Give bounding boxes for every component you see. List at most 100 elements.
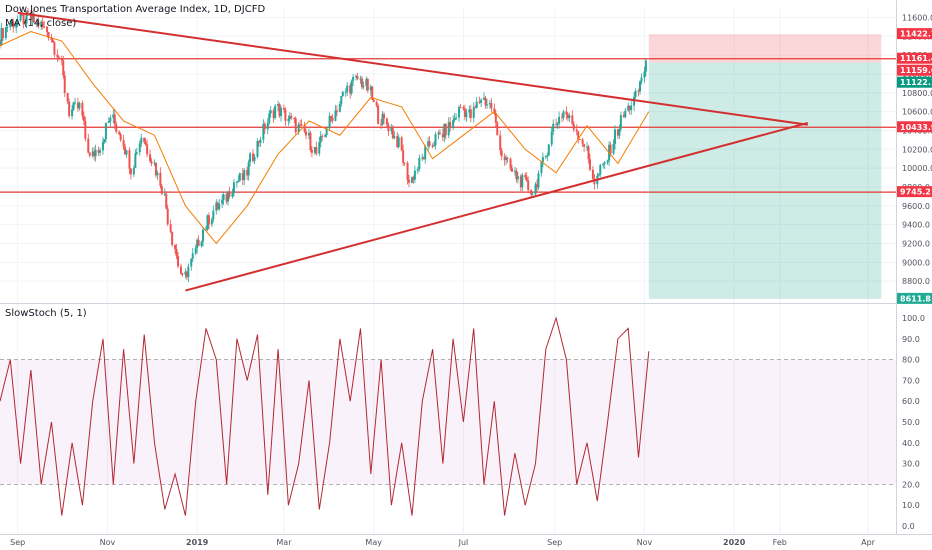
price-tag[interactable]: 8611.8 [897, 292, 932, 304]
candle-body [474, 107, 477, 109]
candle-body [496, 122, 499, 136]
price-tag[interactable]: 11422.7 [897, 28, 932, 40]
upper-trendline [17, 11, 808, 126]
candle-body [443, 123, 446, 138]
candle-body [119, 134, 122, 141]
candle-body [365, 79, 368, 86]
candle-body [35, 20, 38, 23]
price-tag[interactable]: 9745.2 [897, 186, 932, 198]
candle-body [109, 117, 112, 122]
time-tick-label: Sep [10, 538, 25, 547]
candle-body [612, 143, 615, 154]
candle-body [262, 123, 265, 140]
candle-body [478, 101, 481, 103]
candle-body [318, 142, 321, 154]
price-tags[interactable]: 11422.7 11161.4 11159.6 11122.1 10433.9 9745.… [897, 28, 932, 304]
candle-body [225, 194, 228, 202]
candle-body [603, 162, 606, 164]
candle-body [362, 85, 365, 88]
time-tick-label: Apr [861, 538, 876, 547]
candle-body [313, 147, 316, 153]
candle-body [174, 244, 177, 250]
candle-body [591, 169, 594, 179]
candle-body [293, 117, 296, 119]
stop-zone [648, 62, 882, 299]
candle-body [519, 176, 522, 188]
candle-body [556, 123, 559, 125]
candle-body [558, 116, 561, 124]
candle-body [606, 160, 609, 163]
candle-body [82, 115, 85, 122]
candle-body [207, 215, 210, 225]
candle-body [143, 137, 146, 142]
candle-body [232, 182, 235, 194]
stochastic-legend: SlowStoch (5, 1) [5, 308, 87, 319]
candle-body [253, 156, 256, 161]
candle-body [256, 141, 259, 157]
candle-body [369, 86, 372, 91]
stochastic-tick-label: 20.0 [902, 480, 920, 489]
candle-body [266, 122, 269, 130]
candle-body [113, 114, 116, 125]
candle-body [624, 110, 627, 117]
stochastic-tick-label: 50.0 [902, 418, 920, 427]
price-tag[interactable]: 11161.4 [897, 52, 932, 64]
candle-body [310, 149, 313, 153]
candle-body [78, 102, 81, 109]
candle-body [112, 114, 115, 118]
candle-body [484, 97, 487, 106]
candle-body [200, 241, 203, 246]
time-tick-label: Mar [276, 538, 292, 547]
candle-body [305, 131, 308, 136]
candle-body [324, 135, 327, 137]
candle-body [160, 186, 163, 194]
price-tag[interactable]: 10433.9 [897, 121, 932, 133]
candle-body [366, 79, 369, 91]
candle-body [444, 123, 447, 136]
candle-body [377, 105, 380, 124]
candle-body [118, 131, 121, 135]
candle-body [469, 109, 472, 118]
candle-body [536, 184, 539, 188]
candle-body [424, 146, 427, 160]
candle-body [571, 115, 574, 124]
candle-body [163, 193, 166, 195]
stochastic-tick-label: 30.0 [902, 460, 920, 469]
candle-body [530, 190, 533, 195]
price-tag-background [897, 292, 932, 304]
candle-body [249, 153, 252, 163]
price-tag[interactable]: 11122.1 [897, 76, 932, 88]
candle-body [344, 91, 347, 93]
time-tick-label: 2020 [723, 538, 746, 547]
candle-body [387, 124, 390, 132]
candle-body [227, 191, 230, 202]
candle-body [565, 111, 568, 115]
candle-body [325, 128, 328, 136]
candle-body [544, 156, 547, 158]
candle-body [462, 107, 465, 109]
candle-body [181, 273, 184, 275]
candle-body [0, 28, 3, 46]
stochastic-tick-label: 90.0 [902, 335, 920, 344]
candle-body [159, 172, 162, 187]
price-tag[interactable]: 11159.6 [897, 64, 932, 76]
candle-body [637, 90, 640, 92]
candle-body [488, 103, 491, 105]
candle-body [555, 123, 558, 125]
candle-body [290, 115, 293, 118]
candle-body [66, 92, 69, 102]
candle-body [552, 123, 555, 132]
candle-body [238, 173, 241, 181]
candle-body [153, 162, 156, 164]
stochastic-tick-label: 60.0 [902, 397, 920, 406]
candle-body [307, 132, 310, 136]
candle-body [206, 215, 209, 230]
candle-body [410, 177, 413, 183]
candle-body [578, 139, 581, 141]
candle-body [521, 174, 524, 188]
candle-body [330, 115, 333, 118]
candle-body [37, 20, 40, 27]
candle-body [76, 102, 79, 109]
candle-body [22, 14, 25, 24]
candle-body [216, 202, 219, 210]
